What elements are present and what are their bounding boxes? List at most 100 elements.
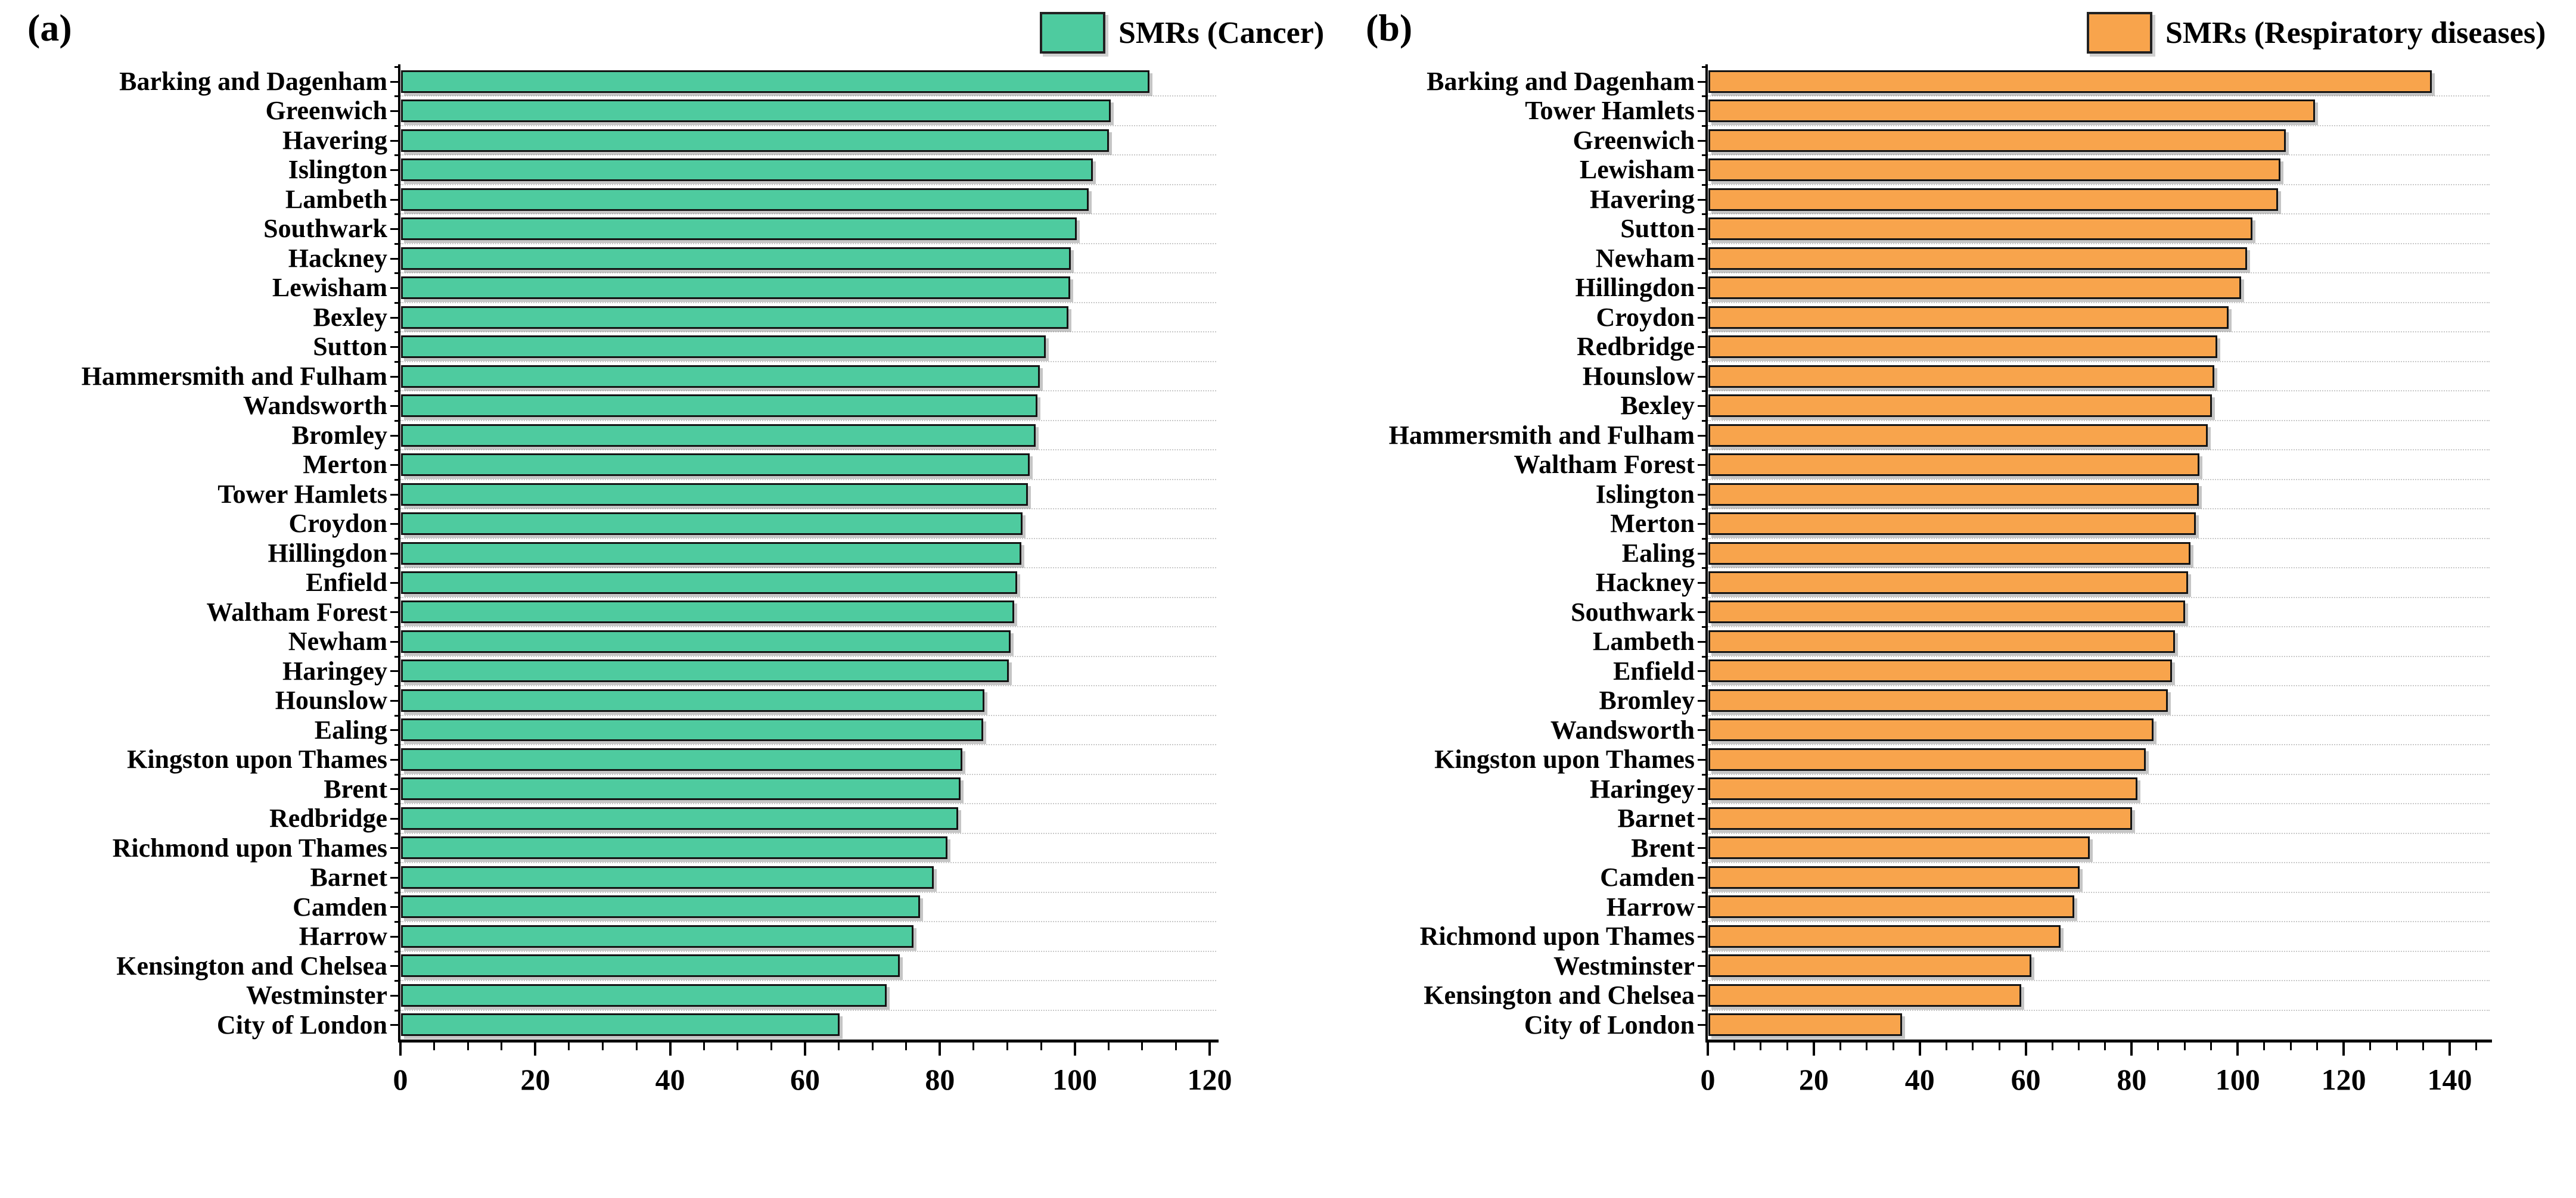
x-axis-tick (804, 1043, 806, 1056)
bar (401, 600, 1014, 624)
category-label: Bromley (1599, 686, 1695, 715)
y-axis-tick (390, 994, 400, 997)
y-axis-tick (390, 640, 400, 643)
x-axis-tick (1707, 1043, 1709, 1056)
bar (1708, 571, 2188, 594)
bar (401, 777, 961, 801)
gridline (400, 773, 1217, 775)
gridline (1708, 537, 2490, 539)
x-axis-minor-tick (2157, 1043, 2159, 1050)
y-axis-minor-tick (394, 950, 400, 953)
y-axis-minor-tick (394, 921, 400, 923)
y-axis-tick (390, 670, 400, 673)
category-label: City of London (1524, 1010, 1695, 1040)
category-label: Brent (324, 774, 387, 804)
y-axis-tick (1698, 257, 1708, 260)
x-axis-minor-tick (1174, 1043, 1177, 1050)
bar (1708, 807, 2132, 830)
x-axis-minor-tick (467, 1043, 469, 1050)
y-axis-tick (1698, 80, 1708, 83)
y-axis-tick (390, 139, 400, 142)
y-axis-minor-tick (1702, 626, 1708, 628)
y-axis-minor-tick (1702, 125, 1708, 127)
x-axis-minor-tick (1972, 1043, 1974, 1050)
bar (1708, 718, 2154, 742)
x-tick-label: 140 (2427, 1063, 2472, 1096)
y-axis-minor-tick (1702, 773, 1708, 776)
y-axis-tick (390, 935, 400, 938)
gridline (400, 744, 1217, 746)
gridline (400, 862, 1217, 864)
category-label: Harrow (299, 922, 387, 951)
y-axis-tick (390, 876, 400, 879)
bar (401, 247, 1071, 270)
gridline (1708, 478, 2490, 480)
x-axis-tick (1918, 1043, 1921, 1056)
category-label: Havering (282, 125, 387, 155)
y-axis-tick (1698, 169, 1708, 172)
category-label: Greenwich (1573, 125, 1695, 155)
bar (401, 925, 913, 948)
x-axis-tick (2342, 1043, 2345, 1056)
gridline (400, 213, 1217, 215)
category-label: Lewisham (272, 273, 387, 303)
gridline (1708, 242, 2490, 244)
y-axis-minor-tick (394, 478, 400, 481)
category-label: Ealing (1621, 538, 1695, 568)
gridline (400, 331, 1217, 333)
category-label: Lewisham (1579, 155, 1695, 185)
gridline (1708, 419, 2490, 421)
bar (1708, 70, 2432, 93)
y-axis-tick (1698, 788, 1708, 791)
category-label: Hillingdon (268, 538, 387, 568)
y-axis-minor-tick (394, 154, 400, 157)
y-axis-minor-tick (1702, 950, 1708, 953)
x-axis-line (1705, 1040, 2492, 1043)
y-axis-minor-tick (394, 862, 400, 864)
bar (401, 659, 1009, 683)
x-axis-tick (669, 1043, 672, 1056)
category-label: Redbridge (1577, 332, 1695, 362)
bar (401, 483, 1028, 506)
y-axis-tick (1698, 611, 1708, 614)
x-axis-minor-tick (602, 1043, 604, 1050)
y-axis-minor-tick (394, 803, 400, 805)
y-axis-minor-tick (394, 685, 400, 687)
category-label: Hounslow (1582, 361, 1695, 391)
bar (401, 158, 1093, 182)
y-axis-minor-tick (394, 301, 400, 304)
y-axis-minor-tick (1702, 655, 1708, 658)
y-axis-tick (390, 611, 400, 614)
bar (1708, 335, 2217, 359)
gridline (400, 567, 1217, 569)
bar (1708, 276, 2241, 300)
y-axis-minor-tick (394, 95, 400, 98)
category-label: Brent (1631, 833, 1695, 863)
y-axis-tick (390, 552, 400, 555)
x-axis-minor-tick (2422, 1043, 2425, 1050)
category-label: Bexley (313, 302, 387, 332)
bar (401, 365, 1040, 388)
y-axis-minor-tick (394, 449, 400, 452)
x-axis-minor-tick (2078, 1043, 2080, 1050)
bar (1708, 424, 2208, 447)
bar (1708, 453, 2199, 477)
y-axis-minor-tick (394, 773, 400, 776)
bar (401, 748, 962, 771)
y-axis-tick (1698, 994, 1708, 997)
category-label: Bexley (1620, 391, 1695, 421)
gridline (400, 154, 1217, 156)
gridline (400, 419, 1217, 421)
bar (401, 984, 887, 1007)
bar (401, 1013, 840, 1037)
y-axis-minor-tick (1702, 95, 1708, 98)
x-axis-minor-tick (1107, 1043, 1110, 1050)
y-axis-tick (1698, 375, 1708, 378)
y-axis-minor-tick (394, 567, 400, 570)
x-axis-tick (2236, 1043, 2239, 1056)
gridline (400, 360, 1217, 362)
bar (401, 954, 900, 978)
category-label: Hounslow (275, 686, 387, 715)
y-axis-tick (390, 965, 400, 967)
x-axis-minor-tick (1892, 1043, 1894, 1050)
